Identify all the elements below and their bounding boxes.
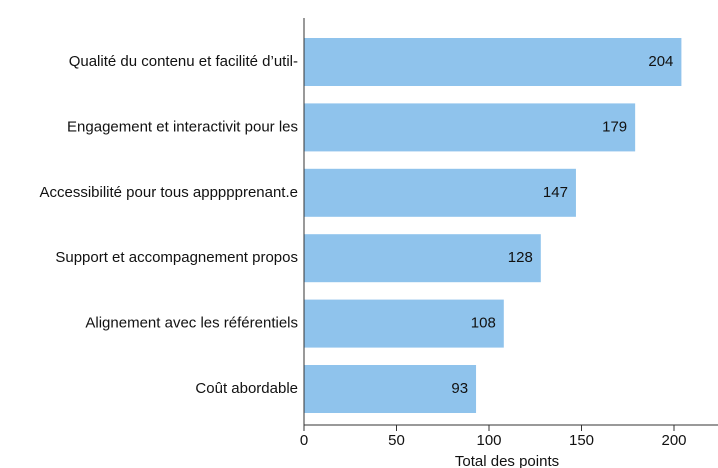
- value-label: 108: [471, 315, 496, 332]
- y-tick-label: Support et accompagnement propos: [55, 249, 298, 266]
- x-tick-label: 200: [661, 432, 686, 449]
- x-axis-label: Total des points: [455, 453, 559, 468]
- value-label: 128: [508, 249, 533, 266]
- y-tick-label: Engagement et interactivit pour les: [67, 118, 298, 135]
- x-tick-label: 50: [388, 432, 405, 449]
- x-tick-label: 100: [476, 432, 501, 449]
- bar: [304, 103, 636, 152]
- x-tick-label: 150: [569, 432, 594, 449]
- value-label: 204: [648, 53, 673, 70]
- bar: [304, 168, 576, 217]
- x-tick-label: 0: [300, 432, 308, 449]
- bar: [304, 38, 682, 86]
- bar: [304, 299, 504, 348]
- value-label: 93: [451, 380, 468, 397]
- value-label: 147: [543, 184, 568, 201]
- y-tick-label: Alignement avec les référentiels: [85, 315, 298, 332]
- y-tick-label: Accessibilité pour tous appppprenant.e: [39, 184, 298, 201]
- y-tick-label: Qualité du contenu et facilité d’util-: [69, 53, 298, 70]
- y-tick-label: Coût abordable: [195, 380, 298, 397]
- value-label: 179: [602, 118, 627, 135]
- bar: [304, 234, 541, 283]
- bar: [304, 365, 477, 413]
